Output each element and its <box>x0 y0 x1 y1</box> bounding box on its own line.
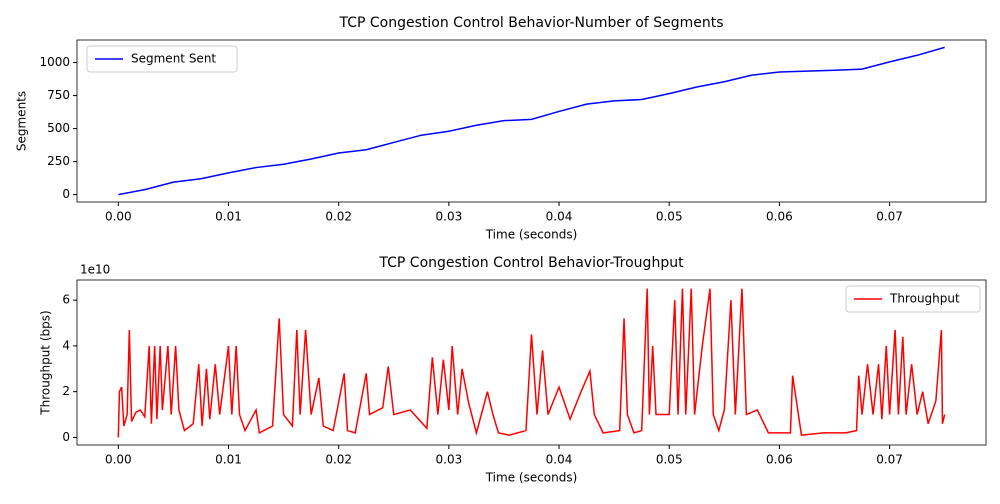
x-tick-label: 0.05 <box>656 453 683 467</box>
y-tick-label: 2 <box>62 384 70 398</box>
x-tick-label: 0.03 <box>436 210 463 224</box>
y-tick-label: 6 <box>62 293 70 307</box>
y-tick-label: 500 <box>47 121 70 135</box>
x-tick-label: 0.02 <box>325 453 352 467</box>
x-tick-label: 0.00 <box>105 453 132 467</box>
data-line <box>117 288 946 438</box>
x-tick-label: 0.01 <box>215 210 242 224</box>
x-tick-label: 0.04 <box>546 210 573 224</box>
x-tick-label: 0.01 <box>215 453 242 467</box>
y-axis-label: Segments <box>15 91 29 151</box>
y-tick-label: 0 <box>62 187 70 201</box>
x-tick-label: 0.05 <box>656 210 683 224</box>
x-tick-label: 0.03 <box>436 453 463 467</box>
x-tick-label: 0.04 <box>546 453 573 467</box>
legend-label: Segment Sent <box>131 52 216 66</box>
x-axis-label: Time (seconds) <box>485 471 578 485</box>
legend-box <box>86 45 238 73</box>
x-tick-label: 0.06 <box>766 210 793 224</box>
legend-label: Throughput <box>889 292 960 306</box>
axes-frame <box>76 279 987 446</box>
y-tick-label: 1000 <box>39 55 70 69</box>
y-tick-label: 750 <box>47 88 70 102</box>
x-tick-label: 0.00 <box>105 210 132 224</box>
y-tick-label: 0 <box>62 430 70 444</box>
legend: Segment Sent <box>86 45 238 73</box>
axes-frame <box>76 39 987 203</box>
y-tick-label: 4 <box>62 338 70 352</box>
y-axis-label: Throughput (bps) <box>39 310 53 415</box>
offset-label: 1e10 <box>80 263 110 277</box>
x-tick-label: 0.07 <box>876 210 903 224</box>
y-tick-label: 250 <box>47 154 70 168</box>
x-tick-label: 0.02 <box>325 210 352 224</box>
chart-title: TCP Congestion Control Behavior-Troughpu… <box>378 255 684 271</box>
x-axis-label: Time (seconds) <box>485 228 578 242</box>
legend-box <box>845 285 981 313</box>
x-tick-label: 0.06 <box>766 453 793 467</box>
chart-title: TCP Congestion Control Behavior-Number o… <box>339 15 724 31</box>
x-tick-label: 0.07 <box>876 453 903 467</box>
data-line <box>118 46 945 196</box>
legend: Throughput <box>845 285 981 313</box>
